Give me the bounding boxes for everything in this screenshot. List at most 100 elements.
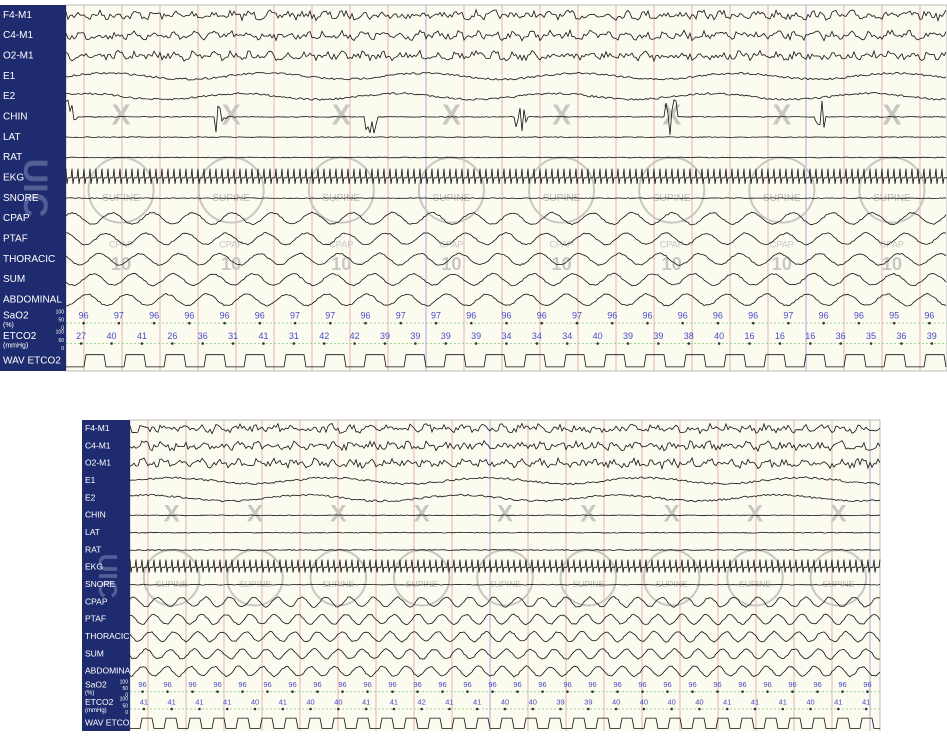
sao2-point [816,690,819,693]
sao2-value: 96 [638,680,646,689]
scale-tick: 0 [61,326,64,332]
scale-tick: 100 [56,330,65,336]
etco2-point [535,342,539,345]
etco2-value: 39 [584,698,592,707]
channel-label: SNORE [85,579,116,589]
sao2-point [505,321,508,325]
pressure-watermark: 10 [111,253,131,274]
signal-trace [129,493,881,503]
channel-label: CPAP [85,596,108,606]
sao2-value: 96 [537,310,547,320]
signal-trace [129,647,881,660]
signal-trace [65,168,947,184]
position-watermark: X [747,501,763,528]
sao2-value: 96 [854,310,864,320]
etco2-point [642,707,646,711]
position-watermark: X [580,501,596,528]
signal-trace [65,8,947,22]
sao2-point [575,321,579,325]
etco2-point [322,342,326,345]
etco2-point [869,342,873,345]
etco2-point [353,342,356,345]
signal-trace [65,211,947,226]
etco2-point [201,342,205,345]
channel-label: THORACIC [3,254,55,265]
sao2-value: 96 [149,310,159,320]
channel-label: E2 [85,492,96,502]
etco2-value: 36 [836,331,846,341]
sao2-value: 96 [255,310,265,320]
unit-label: (mmHg) [85,708,107,714]
scale-tick: 0 [61,346,64,352]
etco2-point [698,707,701,711]
position-watermark: X [330,501,346,528]
channel-label: ETCO2 [85,697,114,707]
channel-label: RAT [85,544,101,554]
etco2-value: 41 [779,698,787,707]
scale-tick: 50 [122,686,128,692]
etco2-point [717,342,721,345]
body-watermark: SUPINE [572,579,604,589]
sao2-value: 96 [163,680,171,689]
etco2-point [171,342,174,345]
etco2-value: 31 [228,331,238,341]
position-watermark: X [497,501,513,528]
sao2-point [857,321,861,325]
sao2-point [616,690,619,693]
channel-label: CHIN [85,510,106,520]
pressure-watermark: 10 [551,253,571,274]
sao2-value: 96 [819,310,829,320]
body-watermark: SUPINE [656,579,688,589]
etco2-point [475,707,479,711]
psg-panel: UICXSUPINECPAP10XSUPINECPAP10XSUPINECPAP… [0,4,947,372]
sao2-point [681,321,684,325]
scale-tick: 50 [122,703,128,709]
signal-trace [129,456,881,471]
etco2-point [596,342,599,345]
etco2-value: 41 [751,698,759,707]
label-column [82,420,130,732]
etco2-value: 41 [473,698,481,707]
channel-label: C4-M1 [85,440,111,450]
etco2-point [448,707,451,711]
etco2-point [900,342,903,345]
sao2-point [491,690,494,693]
sao2-point [787,321,790,325]
etco2-point [309,707,312,711]
etco2-point [142,707,146,711]
logo-watermark: UIC [16,159,54,218]
etco2-value: 40 [714,331,724,341]
psg-panel: UIC X SUPINE X SUPINE X SUPINE X SUPINE X SUPINE X S… [82,419,881,733]
channel-label: RAT [3,152,22,163]
sao2-point [716,690,719,693]
etco2-point [505,342,508,345]
sao2-point [316,690,319,693]
etco2-point [565,342,569,345]
channel-label: PTAF [85,614,106,624]
etco2-value: 41 [167,698,175,707]
etco2-value: 42 [417,698,425,707]
etco2-value: 40 [667,698,675,707]
etco2-point [383,342,387,345]
sao2-point [82,321,85,325]
etco2-value: 40 [612,698,620,707]
sao2-point [466,690,469,693]
etco2-point [531,707,535,711]
body-watermark: SUPINE [739,579,771,589]
etco2-value: 40 [529,698,537,707]
etco2-point [503,707,507,711]
body-watermark: SUPINE [406,579,438,589]
signal-trace [130,717,880,729]
channel-label: CPAP [3,213,30,224]
channel-label: PTAF [3,233,28,244]
sao2-point [741,690,744,693]
sao2-value: 97 [114,310,124,320]
sao2-point [223,321,226,325]
body-watermark: SUPINE [322,579,354,589]
trace-area [65,4,947,372]
signal-trace [129,549,880,551]
channel-label: E1 [85,475,96,485]
etco2-point [687,342,691,345]
signal-trace [66,354,947,368]
